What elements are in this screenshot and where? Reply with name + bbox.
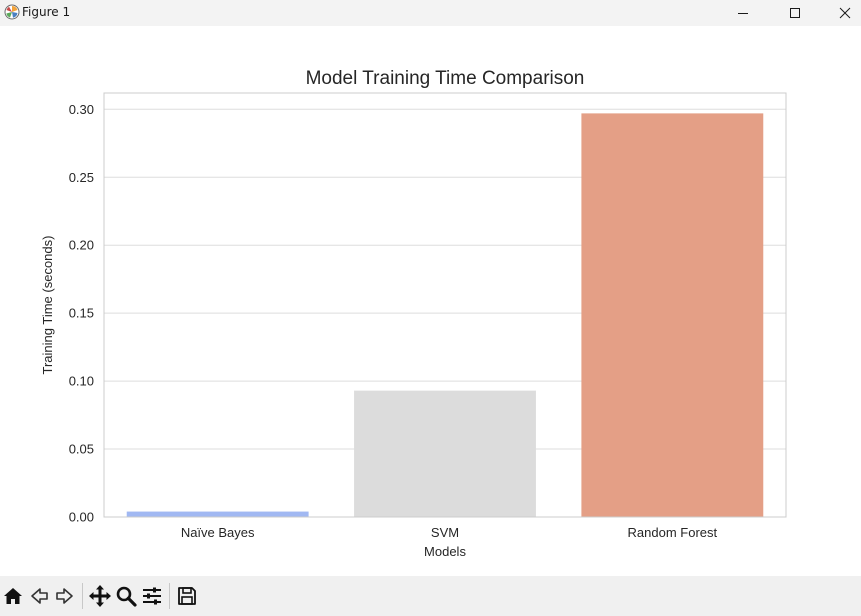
y-tick-label: 0.20 <box>69 238 94 253</box>
y-tick-label: 0.25 <box>69 170 94 185</box>
configure-subplots-button[interactable] <box>139 582 165 610</box>
close-icon <box>839 7 851 19</box>
close-button[interactable] <box>822 0 861 26</box>
y-tick-label: 0.15 <box>69 306 94 321</box>
configure-subplots-icon <box>143 587 161 605</box>
y-tick-label: 0.10 <box>69 374 94 389</box>
zoom-icon <box>116 586 137 607</box>
matplotlib-app-icon <box>4 4 20 20</box>
x-tick-label: Random Forest <box>628 525 718 540</box>
bar-random-forest <box>581 113 764 517</box>
toolbar-separator <box>82 583 83 609</box>
pan-button[interactable] <box>87 582 113 610</box>
y-axis-label: Training Time (seconds) <box>40 236 55 375</box>
bar-na-ve-bayes <box>126 511 309 517</box>
home-button[interactable] <box>0 582 26 610</box>
toolbar-separator <box>169 583 170 609</box>
forward-button[interactable] <box>52 582 78 610</box>
minimize-button[interactable] <box>720 0 766 26</box>
x-tick-labels: Naïve Bayes SVM Random Forest <box>181 525 718 540</box>
x-axis-label: Models <box>424 544 466 559</box>
figure-canvas[interactable]: 0.00 0.05 0.10 0.15 0.20 0.25 0.30 Naïve Bayes… <box>0 26 861 575</box>
home-icon <box>4 588 22 604</box>
bars <box>126 113 764 517</box>
forward-arrow-icon <box>56 588 73 604</box>
chart-title: Model Training Time Comparison <box>306 68 585 89</box>
bar-chart: 0.00 0.05 0.10 0.15 0.20 0.25 0.30 Naïve Bayes… <box>40 68 787 559</box>
save-icon <box>178 587 196 605</box>
minimize-icon <box>738 13 748 14</box>
navigation-toolbar <box>0 576 861 616</box>
title-bar: Figure 1 <box>0 0 861 26</box>
pan-icon <box>89 585 111 607</box>
y-tick-label: 0.30 <box>69 102 94 117</box>
maximize-icon <box>790 8 800 18</box>
save-button[interactable] <box>174 582 200 610</box>
back-button[interactable] <box>26 582 52 610</box>
back-arrow-icon <box>31 588 48 604</box>
x-tick-label: SVM <box>431 525 459 540</box>
axes-frame <box>103 92 787 518</box>
y-tick-label: 0.05 <box>69 442 94 457</box>
maximize-button[interactable] <box>772 0 818 26</box>
zoom-button[interactable] <box>113 582 139 610</box>
window-title: Figure 1 <box>22 5 71 19</box>
x-tick-label: Naïve Bayes <box>181 525 255 540</box>
y-tick-label: 0.00 <box>69 510 94 525</box>
bar-svm <box>354 390 536 517</box>
y-tick-labels: 0.00 0.05 0.10 0.15 0.20 0.25 0.30 <box>69 102 94 525</box>
